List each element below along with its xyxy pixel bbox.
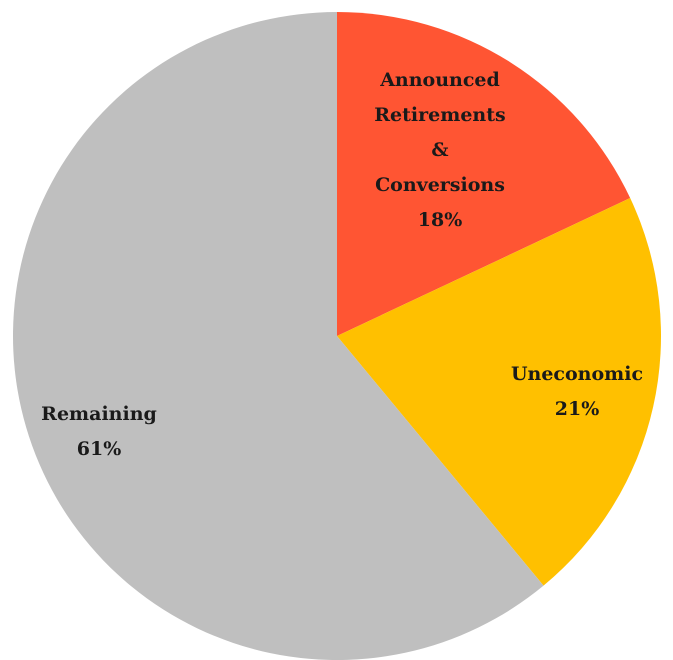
slice-label-0-line-3: Conversions [375, 174, 505, 196]
slice-percent-label-2: 61% [77, 438, 122, 460]
pie-slice-1 [337, 198, 661, 586]
pie-slice-2 [12, 12, 544, 660]
slice-label-0-line-0: Announced [379, 69, 500, 91]
slice-percent-label-0: 18% [418, 209, 463, 231]
slice-label-0-line-2: & [431, 139, 448, 161]
slice-label-2-line-0: Remaining [41, 403, 157, 425]
slice-percent-label-1: 21% [555, 398, 600, 420]
slice-label-1-line-0: Uneconomic [511, 363, 643, 385]
slice-label-0-line-1: Retirements [374, 104, 505, 126]
pie-slice-0 [337, 12, 631, 336]
